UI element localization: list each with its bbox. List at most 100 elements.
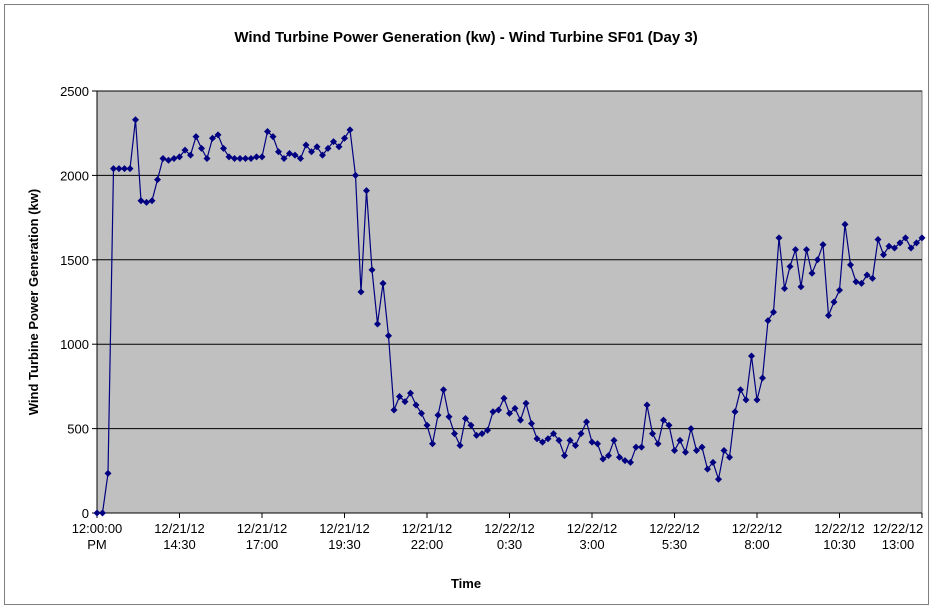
data-point xyxy=(181,146,189,154)
data-point xyxy=(319,151,326,159)
data-point xyxy=(324,144,332,152)
data-point xyxy=(462,414,469,422)
data-point xyxy=(170,155,178,163)
x-tick-label: 12/22/12 5:30 xyxy=(649,521,700,552)
data-point xyxy=(495,406,502,414)
data-point xyxy=(401,398,409,406)
data-point xyxy=(759,374,766,382)
data-point xyxy=(137,197,145,205)
data-point xyxy=(643,401,651,409)
data-point xyxy=(830,298,838,306)
data-point xyxy=(896,239,904,247)
data-point xyxy=(203,155,211,163)
data-point xyxy=(709,458,717,466)
data-point xyxy=(489,408,497,416)
data-point xyxy=(258,153,266,161)
x-tick-label: 12/22/12 13:00 xyxy=(873,521,924,552)
y-tick-label: 500 xyxy=(67,422,89,437)
data-point xyxy=(649,430,656,438)
data-point xyxy=(280,155,288,163)
data-point xyxy=(770,308,777,316)
data-point xyxy=(533,435,541,443)
x-tick-label: 12:00:00 PM xyxy=(72,521,123,552)
data-point xyxy=(132,116,139,124)
x-tick-label: 12/22/12 10:30 xyxy=(814,521,865,552)
data-point xyxy=(396,393,403,401)
data-point xyxy=(610,436,618,444)
data-point xyxy=(176,153,183,161)
y-tick-label: 1000 xyxy=(60,337,89,352)
data-point xyxy=(484,426,491,434)
data-point xyxy=(715,475,722,483)
data-point xyxy=(198,144,205,152)
data-point xyxy=(286,149,293,157)
data-point xyxy=(313,143,321,151)
data-point xyxy=(209,134,216,142)
data-point xyxy=(478,430,486,438)
data-point xyxy=(253,153,260,161)
data-point xyxy=(913,239,920,247)
data-point xyxy=(242,155,249,163)
data-point xyxy=(671,447,678,455)
data-point xyxy=(627,458,634,466)
x-tick-label: 12/21/12 22:00 xyxy=(402,521,453,552)
data-point xyxy=(803,246,810,254)
data-point xyxy=(379,279,387,287)
data-point xyxy=(247,155,255,163)
data-point xyxy=(302,141,310,149)
data-point xyxy=(473,431,480,439)
data-point xyxy=(275,148,282,156)
data-point xyxy=(126,165,134,173)
data-point xyxy=(539,438,546,446)
data-point xyxy=(297,155,304,163)
x-tick-label: 12/21/12 19:30 xyxy=(319,521,370,552)
data-point xyxy=(187,151,194,159)
data-point xyxy=(115,165,123,173)
data-point xyxy=(577,430,585,438)
data-point xyxy=(874,236,882,244)
data-point xyxy=(418,409,425,417)
data-point xyxy=(825,312,832,320)
data-point xyxy=(104,469,112,477)
data-point xyxy=(451,430,458,438)
data-point xyxy=(214,131,222,139)
data-point xyxy=(192,133,200,141)
data-point xyxy=(467,421,475,429)
data-point xyxy=(792,246,799,254)
y-axis-title: Wind Turbine Power Generation (kw) xyxy=(26,189,41,415)
data-point xyxy=(632,443,640,451)
data-point xyxy=(781,284,788,292)
data-point xyxy=(220,144,227,152)
data-point xyxy=(99,509,106,517)
data-point xyxy=(231,155,238,163)
data-point xyxy=(148,197,156,205)
y-tick-label: 2500 xyxy=(60,84,89,99)
data-point xyxy=(599,455,607,463)
data-point xyxy=(885,242,893,250)
data-point xyxy=(891,244,898,252)
data-point xyxy=(385,332,392,340)
data-point xyxy=(698,443,706,451)
data-point xyxy=(902,234,909,242)
data-point xyxy=(616,453,623,461)
data-point xyxy=(374,320,381,328)
data-point xyxy=(907,244,915,252)
data-point xyxy=(737,386,744,394)
data-point xyxy=(110,165,117,173)
data-point xyxy=(346,126,354,134)
data-point xyxy=(506,409,513,417)
data-point xyxy=(858,279,865,287)
data-point xyxy=(841,220,849,228)
data-point xyxy=(676,436,684,444)
data-point xyxy=(407,389,414,397)
data-point xyxy=(423,421,431,429)
data-point xyxy=(308,148,315,156)
data-point xyxy=(93,509,101,517)
data-point xyxy=(159,155,167,163)
data-point xyxy=(731,408,739,416)
data-point xyxy=(528,420,535,428)
data-point xyxy=(764,317,772,325)
data-point xyxy=(918,234,926,242)
data-point xyxy=(522,399,530,407)
data-point xyxy=(121,165,128,173)
